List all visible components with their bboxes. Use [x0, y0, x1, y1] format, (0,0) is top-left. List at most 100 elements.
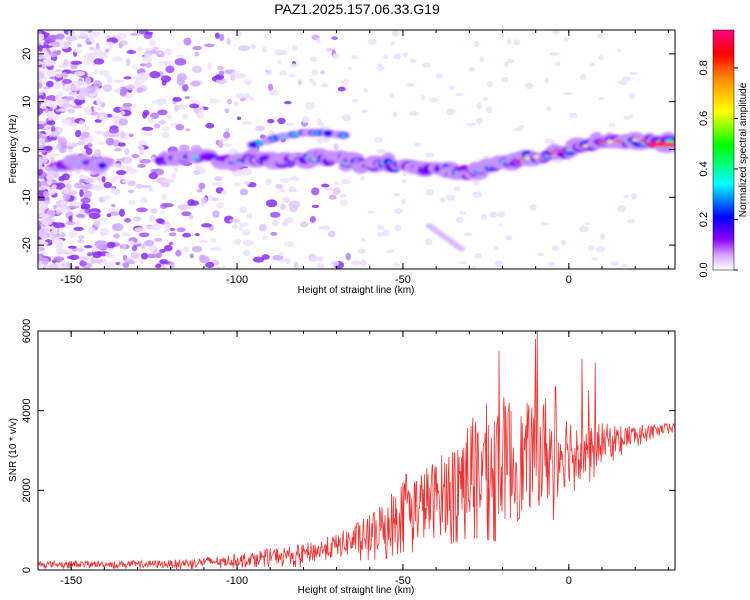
spectrogram-speckle	[38, 83, 43, 90]
spectrogram-speckle	[297, 79, 302, 86]
spectrogram-speckle	[69, 84, 81, 92]
spectrogram-speckle	[128, 199, 135, 205]
ridge-hotspot	[524, 157, 531, 160]
spectrogram-speckle	[38, 69, 46, 74]
spectrogram-speckle	[367, 210, 375, 214]
x-tick-label: -50	[395, 274, 411, 286]
spectrogram-speckle	[233, 182, 241, 187]
spectrogram-speckle	[98, 68, 105, 76]
spectrogram-speckle	[152, 248, 159, 255]
spectrogram-speckle	[43, 200, 51, 205]
spectrogram-speckle	[182, 113, 188, 120]
spectrogram-speckle	[621, 263, 628, 268]
spectrogram-speckle	[598, 54, 604, 61]
ridge-blob	[89, 156, 115, 168]
spectrogram-speckle	[101, 176, 106, 183]
spectrogram-speckle	[340, 79, 349, 85]
spectrogram-speckle	[229, 218, 241, 223]
spectrogram-speckle	[529, 204, 537, 212]
spectrogram-speckle	[127, 189, 135, 193]
spectrogram-speckle	[83, 53, 94, 60]
spectrogram-speckle	[337, 86, 346, 92]
spectrogram-speckle	[207, 195, 213, 202]
spectrogram-speckle	[390, 41, 395, 46]
spectrogram-speckle	[280, 203, 286, 210]
spectrogram-speckle	[73, 226, 84, 232]
spectrogram-speckle	[58, 176, 65, 182]
spectrogram-speckle	[269, 211, 281, 218]
spectrogram-speckle	[285, 258, 291, 264]
spectrogram-speckle	[330, 260, 340, 267]
spectrogram-speckle	[497, 211, 506, 218]
spectrogram-speckle	[73, 182, 84, 189]
spectrogram-speckle	[147, 116, 154, 124]
spectrogram-speckle	[196, 112, 204, 119]
spectrogram-speckle	[469, 66, 475, 73]
spectrogram-speckle	[190, 80, 201, 87]
spectrogram-speckle	[628, 114, 633, 119]
spectrogram-speckle	[182, 84, 189, 92]
spectrogram-speckle	[87, 227, 96, 235]
spectrogram-speckle	[92, 153, 102, 158]
spectrogram-speckle	[117, 163, 122, 168]
spectrogram-speckle	[62, 178, 73, 184]
spectrogram-speckle	[68, 215, 73, 222]
spectrogram-speckle	[367, 38, 377, 45]
spectrogram-speckle	[246, 213, 253, 220]
spectrogram-speckle	[363, 87, 368, 94]
spectrogram-speckle	[501, 76, 509, 83]
spectrogram-speckle	[140, 243, 146, 250]
spectrogram-speckle	[101, 195, 111, 200]
spectrogram-speckle	[200, 223, 212, 228]
spectrogram-speckle	[621, 76, 632, 81]
spectrogram-speckle	[38, 248, 41, 254]
spectrogram-speckle	[483, 155, 489, 160]
spectrogram-speckle	[610, 261, 619, 267]
spectrogram-speckle	[102, 84, 113, 93]
spectrogram-speckle	[106, 241, 116, 249]
spectrogram-speckle	[168, 241, 174, 246]
spectrogram-speckle	[55, 243, 63, 252]
y-tick-label: -10	[21, 189, 33, 205]
spectrogram-speckle	[83, 175, 89, 180]
spectrogram-speckle	[262, 235, 268, 241]
spectrogram-speckle	[79, 260, 87, 267]
ridge-hotspot	[557, 149, 564, 153]
spectrogram-speckle	[174, 58, 187, 66]
spectrogram-speckle	[332, 53, 341, 60]
spectrogram-speckle	[472, 179, 480, 186]
spectrogram-speckle	[392, 111, 398, 118]
colorbar-tick-label: 0.8	[698, 60, 710, 75]
x-tick-label: 0	[566, 575, 572, 587]
spectrogram-speckle	[38, 44, 43, 52]
spectrogram-speckle	[392, 263, 401, 267]
spectrogram-speckle	[243, 79, 253, 85]
spectrogram-speckle	[50, 232, 58, 241]
spectrogram-speckle	[255, 125, 265, 132]
spectrogram-speckle	[81, 186, 89, 192]
spectrogram-speckle	[376, 66, 385, 71]
spectrogram-speckle	[38, 239, 44, 243]
spectrogram-speckle	[205, 122, 215, 129]
spectrogram-speckle	[76, 247, 85, 253]
ridge-hotspot	[582, 144, 589, 148]
spectrogram-speckle	[386, 249, 395, 254]
y-tick-label: -20	[21, 237, 33, 253]
x-tick-label: -50	[395, 575, 411, 587]
ridge-blob	[311, 158, 318, 161]
spectrogram-speckle	[194, 165, 202, 170]
y-tick-label: 20	[21, 48, 33, 60]
spectrogram-speckle	[142, 54, 153, 63]
spectrogram-speckle	[402, 52, 409, 57]
spectrogram-speckle	[62, 193, 71, 201]
spectrogram-speckle	[332, 187, 341, 195]
spectrogram-speckle	[77, 239, 85, 244]
spectrogram-speckle	[211, 197, 219, 201]
spectrogram-speckle	[181, 211, 192, 217]
spectrogram-speckle	[49, 155, 55, 163]
spectrogram-speckle	[106, 75, 113, 84]
spectrogram-speckle	[164, 223, 171, 231]
spectrogram-speckle	[489, 211, 498, 218]
spectrogram-speckle	[320, 83, 329, 88]
spectrogram-speckle	[374, 136, 383, 143]
